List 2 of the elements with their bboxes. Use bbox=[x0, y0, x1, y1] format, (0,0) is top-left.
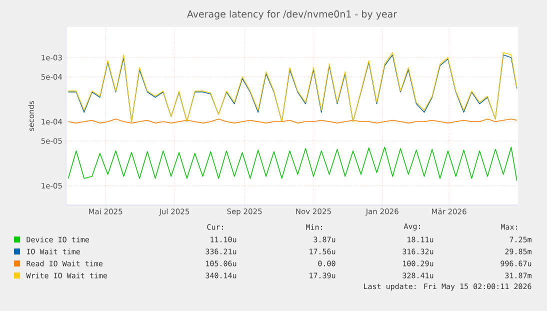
line-series bbox=[68, 146, 518, 182]
chart-title: Average latency for /dev/nvme0n1 - by year bbox=[187, 10, 398, 20]
